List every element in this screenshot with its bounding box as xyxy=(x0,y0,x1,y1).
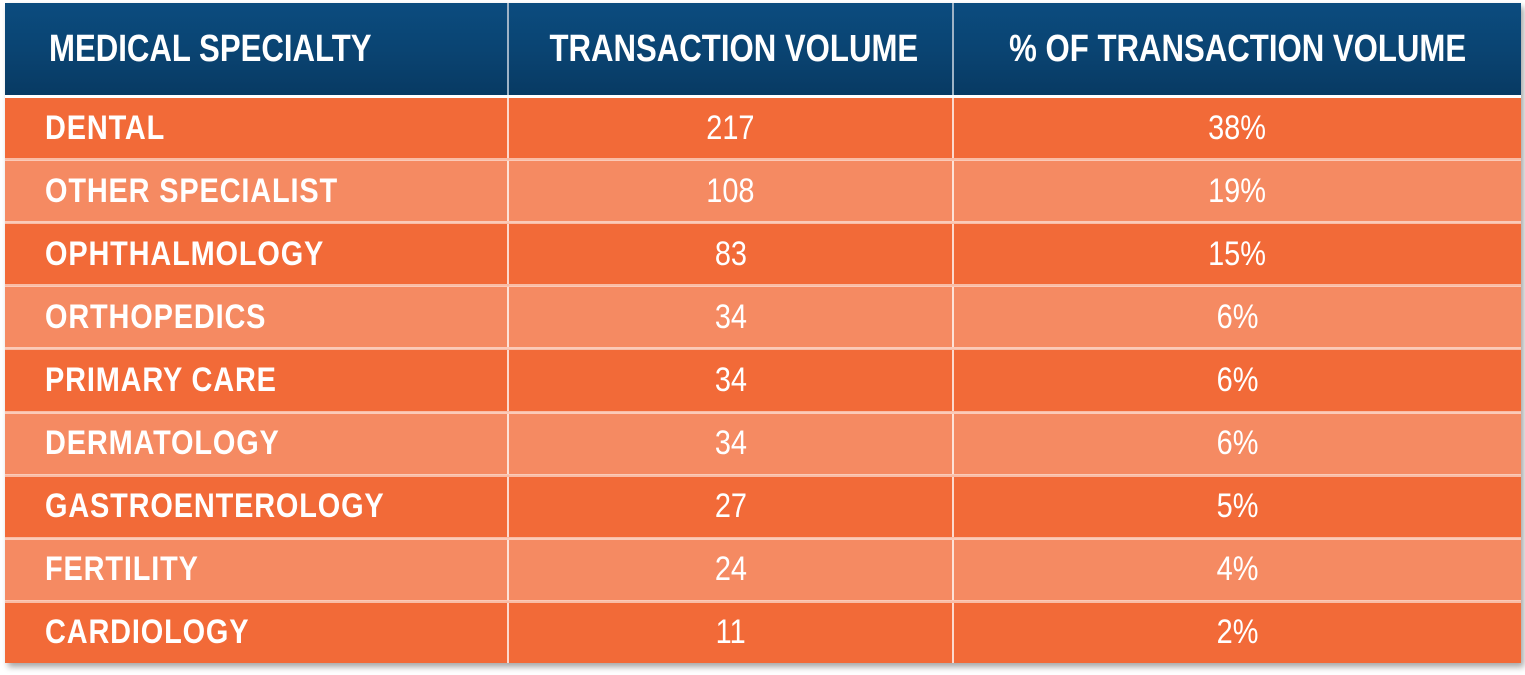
cell-percent-volume-text: 19% xyxy=(1208,171,1267,210)
cell-specialty-text: CARDIOLOGY xyxy=(45,613,250,652)
cell-transaction-volume: 34 xyxy=(508,412,954,477)
specialty-table: MEDICAL SPECIALTY TRANSACTION VOLUME % O… xyxy=(5,3,1521,663)
column-header-transaction-volume: TRANSACTION VOLUME xyxy=(508,3,954,98)
cell-specialty-text: FERTILITY xyxy=(45,550,199,589)
cell-transaction-volume-text: 108 xyxy=(706,171,755,210)
cell-specialty-text: ORTHOPEDICS xyxy=(45,297,267,336)
cell-specialty-text: OTHER SPECIALIST xyxy=(45,171,338,210)
cell-specialty: OPHTHALMOLOGY xyxy=(5,222,509,288)
cell-transaction-volume-text: 27 xyxy=(714,487,747,526)
column-header-percent-volume: % OF TRANSACTION VOLUME xyxy=(953,3,1521,98)
column-header-medical-specialty: MEDICAL SPECIALTY xyxy=(5,3,509,98)
cell-transaction-volume: 27 xyxy=(508,475,954,540)
cell-percent-volume-text: 15% xyxy=(1208,234,1267,273)
header-row: MEDICAL SPECIALTY TRANSACTION VOLUME % O… xyxy=(5,3,1521,98)
table-row: OPHTHALMOLOGY 83 15% xyxy=(5,222,1521,288)
cell-percent-volume-text: 6% xyxy=(1216,424,1259,463)
column-header-label: TRANSACTION VOLUME xyxy=(549,27,919,70)
cell-specialty-text: DENTAL xyxy=(45,108,166,147)
cell-transaction-volume-text: 24 xyxy=(714,550,747,589)
column-header-label: MEDICAL SPECIALTY xyxy=(49,27,372,70)
cell-transaction-volume: 108 xyxy=(508,159,954,225)
cell-transaction-volume-text: 217 xyxy=(706,108,755,147)
table-row: OTHER SPECIALIST 108 19% xyxy=(5,159,1521,225)
table-row: DENTAL 217 38% xyxy=(5,96,1521,162)
table-header: MEDICAL SPECIALTY TRANSACTION VOLUME % O… xyxy=(5,3,1521,98)
cell-percent-volume-text: 6% xyxy=(1216,360,1259,399)
cell-specialty: DENTAL xyxy=(5,96,509,162)
table-row: GASTROENTEROLOGY 27 5% xyxy=(5,475,1521,540)
specialty-table-container: MEDICAL SPECIALTY TRANSACTION VOLUME % O… xyxy=(5,3,1521,663)
table-row: DERMATOLOGY 34 6% xyxy=(5,412,1521,477)
table-row: CARDIOLOGY 11 2% xyxy=(5,601,1521,663)
cell-percent-volume: 4% xyxy=(953,538,1521,603)
cell-transaction-volume: 34 xyxy=(508,348,954,414)
cell-percent-volume-text: 4% xyxy=(1216,550,1259,589)
cell-specialty: ORTHOPEDICS xyxy=(5,285,509,351)
cell-specialty-text: DERMATOLOGY xyxy=(45,424,280,463)
column-header-label: % OF TRANSACTION VOLUME xyxy=(1008,27,1466,70)
table-row: FERTILITY 24 4% xyxy=(5,538,1521,603)
cell-percent-volume: 6% xyxy=(953,348,1521,414)
cell-percent-volume: 5% xyxy=(953,475,1521,540)
cell-percent-volume: 6% xyxy=(953,412,1521,477)
cell-transaction-volume-text: 11 xyxy=(715,613,746,652)
cell-specialty-text: GASTROENTEROLOGY xyxy=(45,487,385,526)
cell-specialty-text: OPHTHALMOLOGY xyxy=(45,234,325,273)
cell-percent-volume-text: 5% xyxy=(1216,487,1259,526)
cell-transaction-volume: 217 xyxy=(508,96,954,162)
cell-percent-volume: 19% xyxy=(953,159,1521,225)
cell-specialty: GASTROENTEROLOGY xyxy=(5,475,509,540)
table-body: DENTAL 217 38% OTHER SPECIALIST 108 19% OPHTHA… xyxy=(5,96,1521,663)
cell-percent-volume: 6% xyxy=(953,285,1521,351)
cell-specialty: DERMATOLOGY xyxy=(5,412,509,477)
cell-specialty: FERTILITY xyxy=(5,538,509,603)
cell-specialty-text: PRIMARY CARE xyxy=(45,360,277,399)
cell-specialty: CARDIOLOGY xyxy=(5,601,509,663)
cell-transaction-volume: 11 xyxy=(508,601,954,663)
table-row: PRIMARY CARE 34 6% xyxy=(5,348,1521,414)
cell-percent-volume: 38% xyxy=(953,96,1521,162)
cell-percent-volume-text: 38% xyxy=(1208,108,1267,147)
cell-specialty: OTHER SPECIALIST xyxy=(5,159,509,225)
cell-transaction-volume-text: 34 xyxy=(714,297,747,336)
cell-transaction-volume: 24 xyxy=(508,538,954,603)
cell-transaction-volume: 83 xyxy=(508,222,954,288)
cell-transaction-volume-text: 34 xyxy=(714,360,747,399)
cell-transaction-volume-text: 34 xyxy=(714,424,747,463)
cell-transaction-volume-text: 83 xyxy=(714,234,747,273)
cell-percent-volume-text: 2% xyxy=(1216,613,1259,652)
cell-percent-volume: 2% xyxy=(953,601,1521,663)
table-row: ORTHOPEDICS 34 6% xyxy=(5,285,1521,351)
cell-percent-volume: 15% xyxy=(953,222,1521,288)
cell-specialty: PRIMARY CARE xyxy=(5,348,509,414)
cell-percent-volume-text: 6% xyxy=(1216,297,1259,336)
cell-transaction-volume: 34 xyxy=(508,285,954,351)
